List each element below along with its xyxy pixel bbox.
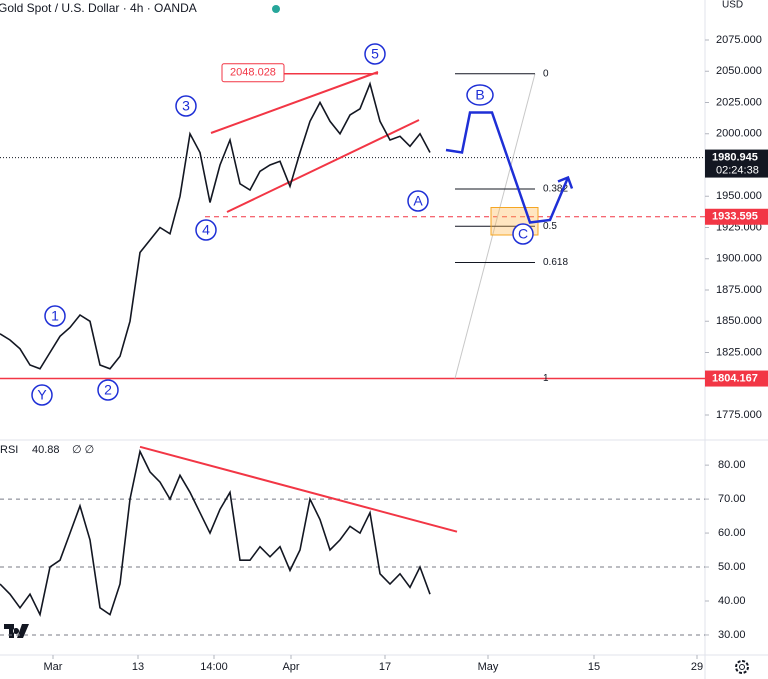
wave-circle xyxy=(407,190,429,212)
fib-label: 0.382 xyxy=(543,184,568,195)
wave-label: 1 xyxy=(51,308,59,324)
y-tick-label: 1825.000 xyxy=(716,346,762,358)
x-tick-label: Apr xyxy=(282,661,299,673)
y-tick-label: 30.00 xyxy=(718,629,746,641)
wave-circle xyxy=(31,384,53,406)
x-tick-label: May xyxy=(478,661,499,673)
y-tick-label: 1775.000 xyxy=(716,409,762,421)
price-tag xyxy=(705,149,768,178)
projection-path xyxy=(445,111,570,224)
wave-circle xyxy=(364,43,386,65)
wave-label: C xyxy=(518,226,528,242)
y-tick-label: 1950.000 xyxy=(716,190,762,202)
y-tick-label: 50.00 xyxy=(718,561,746,573)
y-tick-label: 2075.000 xyxy=(716,34,762,46)
wave-circle xyxy=(512,223,534,245)
price-tag-label: 1933.595 xyxy=(712,211,758,223)
fib-label: 1 xyxy=(543,373,549,384)
wave-label: 3 xyxy=(182,98,190,114)
price-tag xyxy=(705,208,768,225)
price-tag-label: 1804.167 xyxy=(712,372,758,384)
y-tick-label: 70.00 xyxy=(718,493,746,505)
x-tick-label: 17 xyxy=(379,661,391,673)
rsi-settings: ∅ ∅ xyxy=(72,444,94,456)
series-line xyxy=(0,449,431,618)
wave-label: 2 xyxy=(104,382,112,398)
settings-gear[interactable] xyxy=(735,660,749,674)
x-tick-label: 15 xyxy=(588,661,600,673)
projection-arrow xyxy=(557,175,574,189)
wave-label: 5 xyxy=(371,46,379,62)
y-tick-label: 1875.000 xyxy=(716,284,762,296)
y-tick-label: 80.00 xyxy=(718,459,746,471)
wave-label: A xyxy=(413,193,423,209)
series-line xyxy=(0,81,431,370)
x-tick-label: 29 xyxy=(691,661,703,673)
wave-label: B xyxy=(475,87,484,103)
rsi-value: 40.88 xyxy=(32,444,60,456)
wave-label: Y xyxy=(37,387,47,403)
x-tick-label: 14:00 xyxy=(200,661,228,673)
resistance-box xyxy=(221,63,285,83)
y-tick-label: 60.00 xyxy=(718,527,746,539)
price-tag-sub: 02:24:38 xyxy=(716,164,759,176)
currency: USD xyxy=(722,0,743,11)
rsi-label: RSI xyxy=(0,444,18,456)
wave-circle xyxy=(195,219,217,241)
chart-title: Gold Spot / U.S. Dollar · 4h · OANDA xyxy=(0,1,197,15)
resistance-label: 2048.028 xyxy=(230,67,276,79)
fib-label: 0.5 xyxy=(543,221,557,232)
wave-circle xyxy=(44,305,66,327)
y-tick-label: 40.00 xyxy=(718,595,746,607)
price-tag xyxy=(705,370,768,387)
status-dot xyxy=(272,5,280,13)
fib-label: 0.618 xyxy=(543,257,568,268)
wave-circle xyxy=(175,95,197,117)
y-tick-label: 2000.000 xyxy=(716,128,762,140)
wave-circle xyxy=(97,379,119,401)
x-tick-label: Mar xyxy=(44,661,63,673)
channel-line xyxy=(210,71,379,134)
y-tick-label: 2025.000 xyxy=(716,96,762,108)
price-tag-label: 1980.945 xyxy=(712,151,758,163)
wave-label: 4 xyxy=(202,222,210,238)
fib-label: 0 xyxy=(543,68,549,79)
y-tick-label: 1850.000 xyxy=(716,315,762,327)
y-tick-label: 1900.000 xyxy=(716,253,762,265)
wave-circle xyxy=(466,84,494,106)
y-tick-label: 2050.000 xyxy=(716,65,762,77)
x-tick-label: 13 xyxy=(132,661,144,673)
rsi-trendline xyxy=(139,445,458,533)
